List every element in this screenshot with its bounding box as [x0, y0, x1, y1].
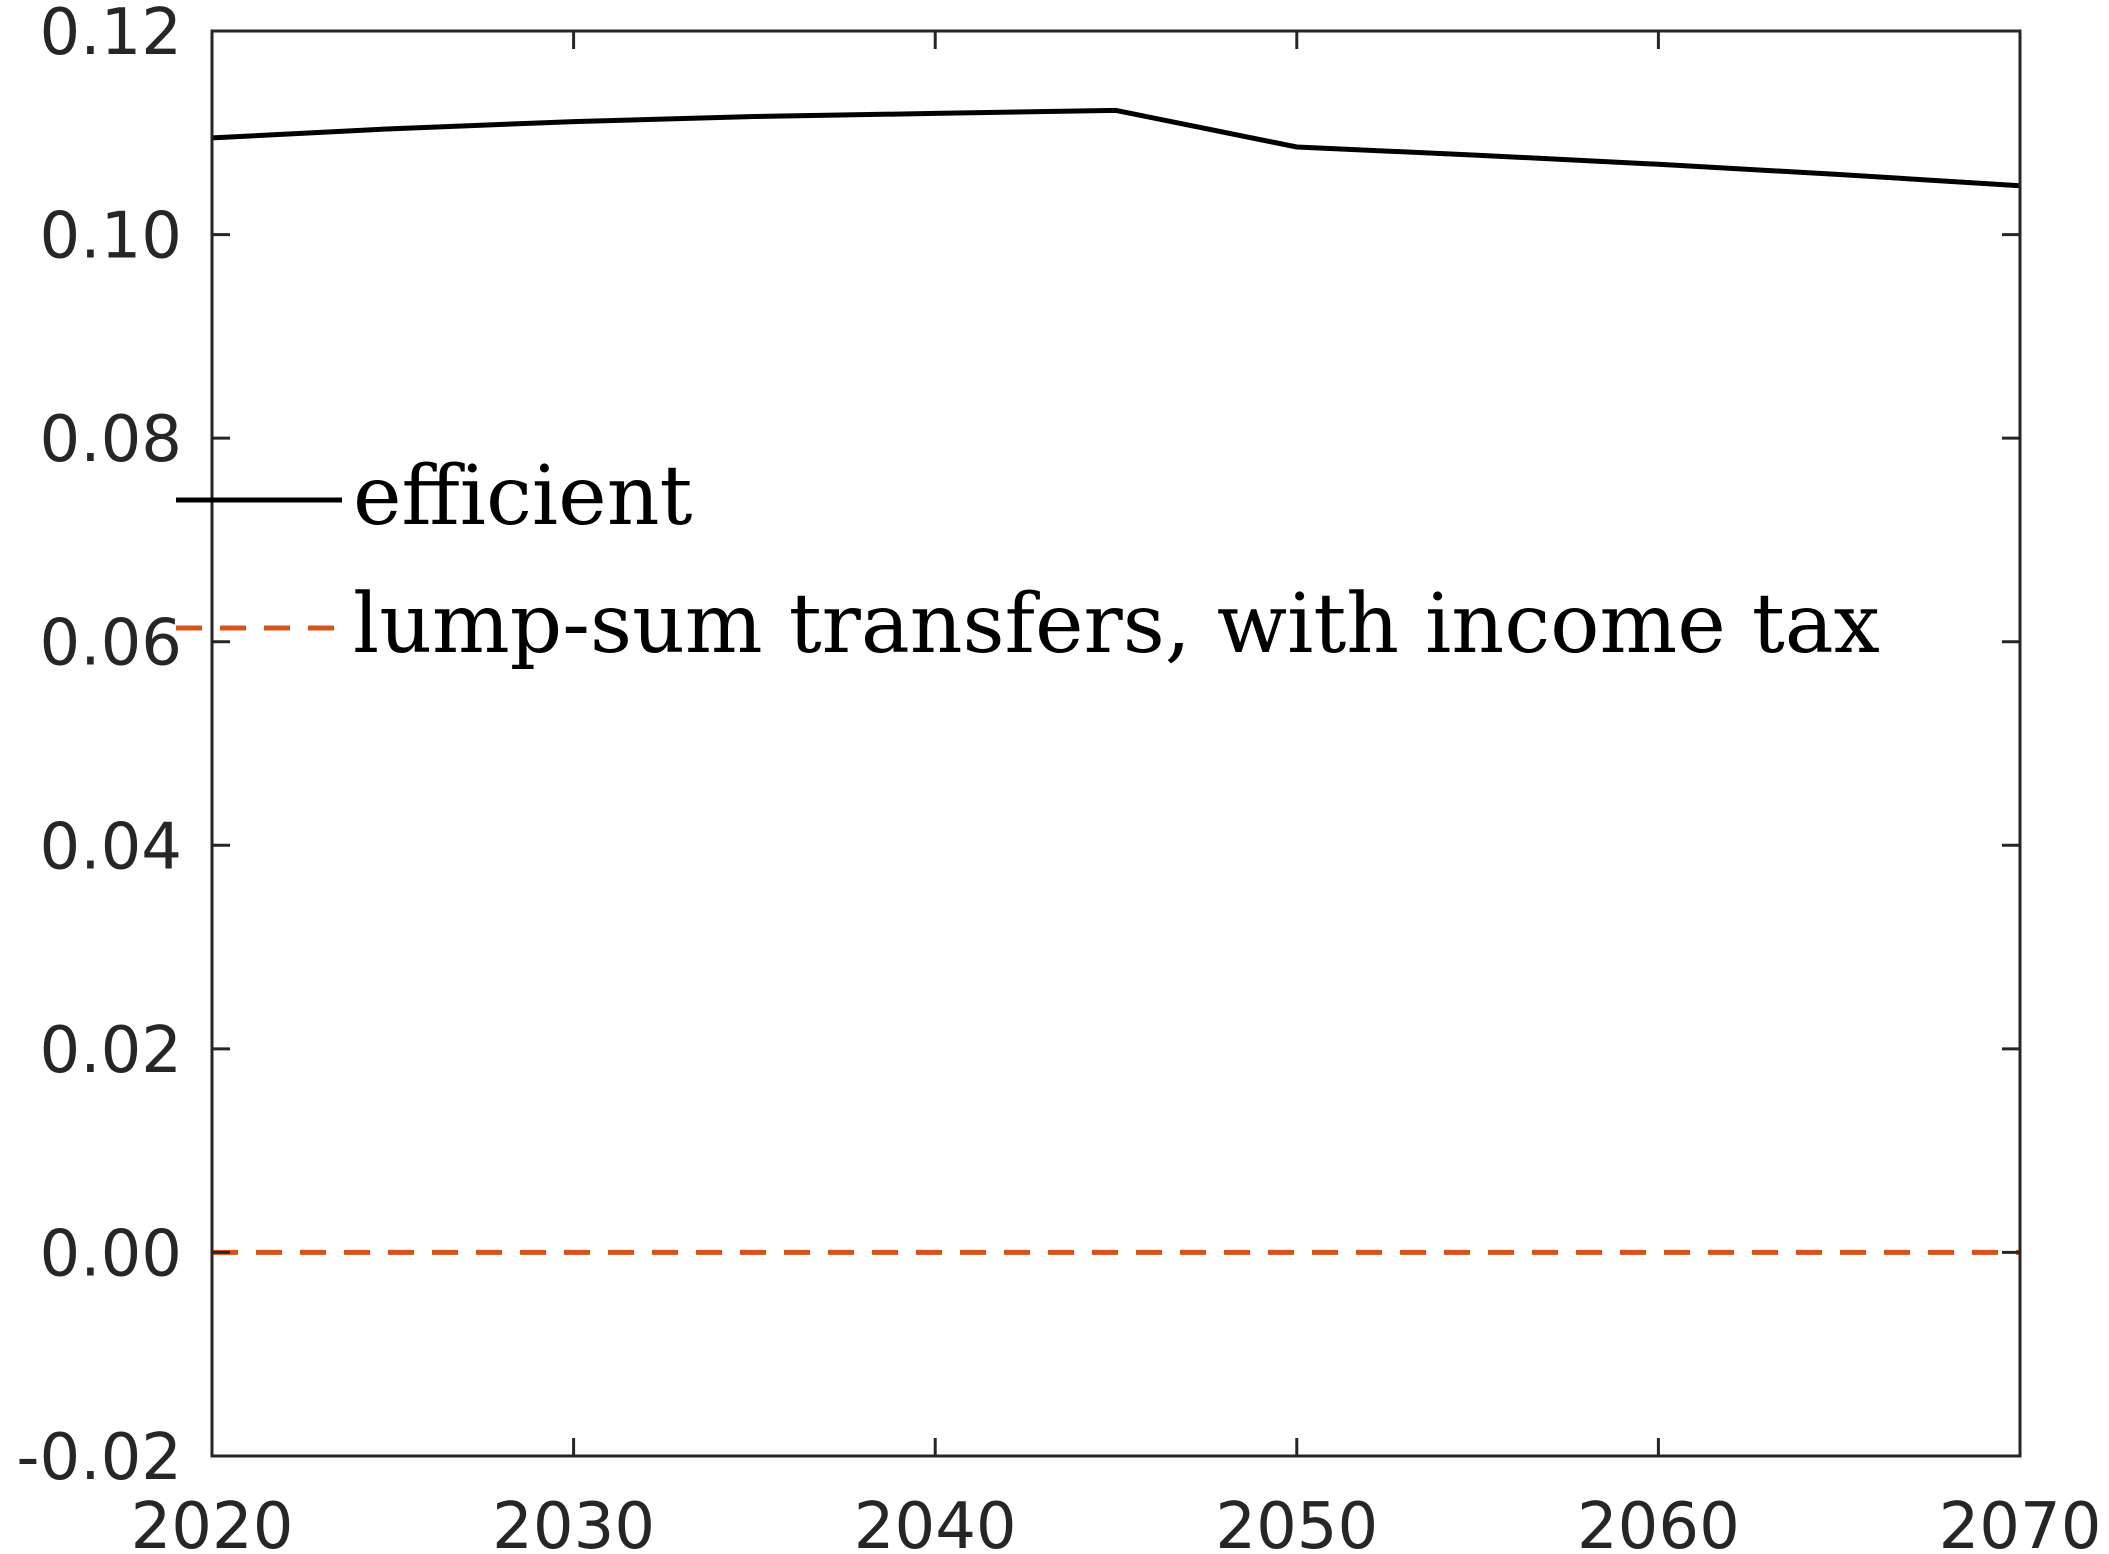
- axes-box: [210, 29, 2022, 1458]
- x-tick-label: 2020: [131, 1490, 294, 1554]
- tick-labels: 2020 2030 2040 2050 2060 2070 -0.02 0.00 0.02 0.0…: [16, 0, 2101, 1554]
- y-tick-label: 0.08: [40, 403, 183, 477]
- y-tick-label: 0.00: [40, 1217, 183, 1291]
- x-tick-label: 2030: [492, 1490, 655, 1554]
- y-tick-label: 0.04: [40, 810, 183, 884]
- y-tick-label: 0.10: [40, 200, 183, 274]
- y-tick-label: 0.02: [40, 1014, 183, 1088]
- x-tick-label: 2060: [1577, 1490, 1740, 1554]
- y-tick-label: 0.12: [40, 0, 183, 70]
- axis-ticks: [210, 29, 2022, 1458]
- x-tick-label: 2040: [854, 1490, 1017, 1554]
- legend-label: efficient: [353, 449, 692, 544]
- series-lines: [211, 107, 2021, 1255]
- legend-label: lump-sum transfers, with income tax: [353, 577, 1880, 672]
- x-tick-label: 2070: [1939, 1490, 2102, 1554]
- y-tick-label: 0.06: [40, 607, 183, 681]
- series-line-efficient: [211, 107, 2021, 189]
- legend: efficient lump-sum transfers, with income…: [176, 449, 1880, 672]
- y-tick-label: -0.02: [16, 1421, 182, 1495]
- x-tick-label: 2050: [1215, 1490, 1378, 1554]
